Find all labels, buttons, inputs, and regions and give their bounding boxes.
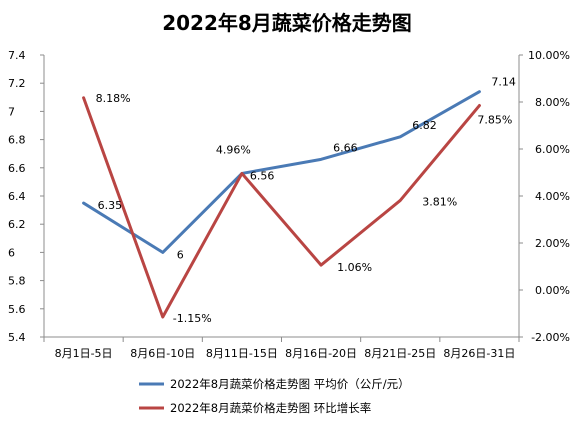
x-tick-label: 8月21日-25日	[364, 347, 436, 360]
growth-data-label: 8.18%	[96, 92, 131, 105]
right-tick-label: 4.00%	[535, 190, 570, 203]
left-tick-label: 6.4	[8, 190, 26, 203]
x-tick-label: 8月1日-5日	[55, 347, 113, 360]
price-data-label: 6.66	[333, 141, 358, 154]
left-tick-label: 6.2	[8, 218, 26, 231]
right-tick-label: 6.00%	[535, 143, 570, 156]
left-tick-label: 5.8	[8, 275, 26, 288]
price-data-label: 6.35	[98, 199, 123, 212]
series-lines	[82, 90, 481, 319]
x-tick-label: 8月26日-31日	[443, 347, 515, 360]
data-labels: 6.35 6 6.56 6.66 6.82 7.14 8.18% -1.15% 4.96% 1.0…	[96, 76, 516, 325]
right-tick-label: 2.00%	[535, 237, 570, 250]
growth-data-label: 4.96%	[216, 143, 251, 156]
left-tick-label: 5.4	[8, 331, 26, 344]
growth-data-label: -1.15%	[173, 312, 212, 325]
right-tick-label: -2.00%	[531, 331, 570, 344]
x-tick-label: 8月11日-15日	[206, 347, 278, 360]
chart-title: 2022年8月蔬菜价格走势图	[162, 11, 412, 35]
legend-label-price: 2022年8月蔬菜价格走势图 平均价（公斤/元）	[170, 377, 410, 391]
right-tick-label: 10.00%	[528, 49, 570, 62]
growth-rate-line	[82, 96, 481, 319]
left-tick-label: 6.6	[8, 162, 26, 175]
axes: 5.4 5.6 5.8 6 6.2 6.4 6.6 6.8 7 7.2 7.4 -2.00% 0.00%…	[8, 49, 570, 360]
x-tick-label: 8月6日-10日	[130, 347, 195, 360]
legend: 2022年8月蔬菜价格走势图 平均价（公斤/元） 2022年8月蔬菜价格走势图 环…	[139, 377, 410, 415]
price-data-label: 6	[177, 248, 184, 261]
x-tick-label: 8月16日-20日	[285, 347, 357, 360]
left-tick-label: 5.6	[8, 303, 26, 316]
growth-data-label: 7.85%	[477, 114, 512, 127]
left-tick-label: 7.4	[8, 49, 26, 62]
price-data-label: 6.82	[412, 119, 437, 132]
left-tick-label: 7.2	[8, 77, 26, 90]
growth-data-label: 3.81%	[422, 195, 457, 208]
price-data-label: 6.56	[250, 169, 275, 182]
right-tick-label: 0.00%	[535, 284, 570, 297]
left-tick-label: 7	[8, 105, 15, 118]
left-tick-label: 6	[8, 246, 15, 259]
left-tick-label: 6.8	[8, 134, 26, 147]
growth-data-label: 1.06%	[337, 261, 372, 274]
price-data-label: 7.14	[491, 76, 515, 89]
average-price-line	[82, 90, 481, 254]
legend-label-growth: 2022年8月蔬菜价格走势图 环比增长率	[170, 401, 371, 415]
right-tick-label: 8.00%	[535, 96, 570, 109]
